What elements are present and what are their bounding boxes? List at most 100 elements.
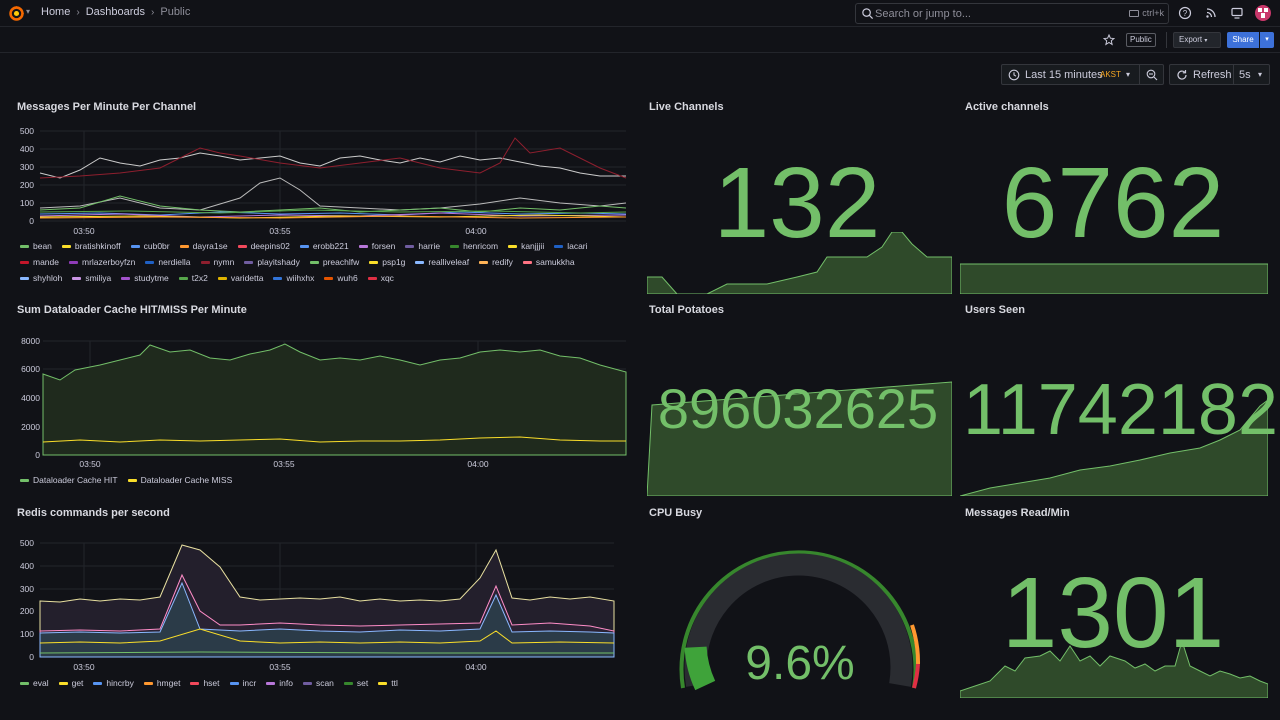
- legend-item[interactable]: erobb221: [299, 240, 349, 252]
- legend-swatch: [20, 276, 29, 280]
- export-label: Export: [1179, 35, 1203, 44]
- legend-item[interactable]: kanjjjii: [508, 240, 544, 252]
- legend-swatch: [522, 260, 532, 264]
- legend-label: mrlazerboyfzn: [82, 257, 136, 267]
- legend-item[interactable]: wiihxhx: [273, 272, 314, 284]
- legend-label: mande: [33, 257, 59, 267]
- refresh-picker[interactable]: Refresh 5s ▾: [1169, 64, 1270, 85]
- legend-swatch: [72, 276, 82, 280]
- user-avatar[interactable]: [1255, 5, 1271, 21]
- legend-item[interactable]: bratishkinoff: [61, 240, 121, 252]
- legend-item[interactable]: mande: [20, 256, 59, 268]
- series-line: [39, 215, 627, 219]
- series-line: [39, 651, 614, 654]
- legend-item[interactable]: t2x2: [178, 272, 208, 284]
- legend-item[interactable]: forsen: [358, 240, 395, 252]
- avatar-pattern-icon: [1258, 8, 1268, 18]
- search-input[interactable]: Search or jump to... ctrl+k: [855, 3, 1169, 24]
- legend-label: studytme: [134, 273, 169, 283]
- kiosk-monitor-icon[interactable]: [1230, 6, 1244, 20]
- legend-item[interactable]: smiliya: [72, 272, 111, 284]
- legend-swatch: [244, 260, 254, 264]
- legend-label: shyhloh: [33, 273, 63, 283]
- legend-item[interactable]: scan: [302, 677, 334, 689]
- shortcut-label: ctrl+k: [1142, 8, 1164, 18]
- legend-item[interactable]: samukkha: [522, 256, 575, 268]
- legend-item[interactable]: hmget: [143, 677, 180, 689]
- legend-item[interactable]: Dataloader Cache HIT: [20, 474, 118, 486]
- y-axis: 500 400 300 200 100 0: [20, 126, 34, 226]
- legend-item[interactable]: hincrby: [93, 677, 134, 689]
- grafana-logo-icon[interactable]: [8, 5, 25, 22]
- legend-label: henricom: [463, 241, 499, 251]
- legend-item[interactable]: nerdiella: [145, 256, 191, 268]
- legend-label: hset: [203, 678, 220, 688]
- legend-swatch: [130, 244, 140, 248]
- keyboard-icon: [1129, 9, 1140, 17]
- legend-item[interactable]: preachlfw: [309, 256, 359, 268]
- legend-item[interactable]: realliveleaf: [415, 256, 469, 268]
- legend-item[interactable]: deepins02: [237, 240, 290, 252]
- legend-item[interactable]: set: [343, 677, 368, 689]
- legend-item[interactable]: get: [58, 677, 84, 689]
- legend-item[interactable]: ttl: [378, 677, 398, 689]
- legend-item[interactable]: xqc: [367, 272, 394, 284]
- breadcrumb-dashboards[interactable]: Dashboards: [85, 6, 146, 18]
- legend-swatch: [415, 260, 425, 264]
- series-line: [42, 436, 626, 443]
- legend-item[interactable]: incr: [229, 677, 256, 689]
- legend-item[interactable]: henricom: [450, 240, 498, 252]
- legend-item[interactable]: studytme: [121, 272, 169, 284]
- legend-item[interactable]: eval: [20, 677, 49, 689]
- y-tick-label: 8000: [21, 336, 40, 346]
- legend-item[interactable]: bean: [20, 240, 52, 252]
- legend-label: dayra1se: [192, 241, 228, 251]
- messages-per-minute-chart[interactable]: 500 400 300 200 100 0 03:50 03:55 04:00: [0, 118, 640, 238]
- legend-label: playitshady: [257, 257, 300, 267]
- rss-feed-icon[interactable]: [1204, 6, 1218, 20]
- redis-commands-chart[interactable]: 500 400 300 200 100 0 03:50 03:55 04:00: [0, 533, 640, 675]
- star-favorite-icon[interactable]: [1103, 34, 1115, 46]
- share-button[interactable]: Share: [1227, 32, 1259, 48]
- grid-lines: [40, 130, 626, 222]
- legend-swatch: [217, 276, 227, 280]
- y-tick-label: 2000: [21, 422, 40, 432]
- legend-item[interactable]: Dataloader Cache MISS: [127, 474, 233, 486]
- legend-item[interactable]: cub0br: [130, 240, 170, 252]
- legend-swatch: [358, 244, 368, 248]
- legend-item[interactable]: dayra1se: [179, 240, 228, 252]
- legend-item[interactable]: shyhloh: [20, 272, 62, 284]
- legend-item[interactable]: info: [266, 677, 293, 689]
- legend-item[interactable]: playitshady: [244, 256, 300, 268]
- legend-item[interactable]: varidetta: [217, 272, 263, 284]
- legend-item[interactable]: redify: [479, 256, 513, 268]
- legend-item[interactable]: lacari: [554, 240, 588, 252]
- legend-label: get: [71, 678, 84, 688]
- legend-swatch: [20, 260, 29, 264]
- legend-swatch: [405, 244, 415, 248]
- series-line: [39, 209, 627, 214]
- legend-item[interactable]: nymn: [200, 256, 234, 268]
- legend-item[interactable]: psp1g: [369, 256, 405, 268]
- legend-swatch: [479, 260, 489, 264]
- legend-item[interactable]: hset: [190, 677, 220, 689]
- legend-label: info: [279, 678, 293, 688]
- legend-item[interactable]: harrie: [405, 240, 440, 252]
- chevron-down-icon[interactable]: ▾: [26, 7, 31, 16]
- x-tick-label: 03:50: [79, 459, 101, 469]
- legend-item[interactable]: mrlazerboyfzn: [69, 256, 135, 268]
- zoom-out-icon[interactable]: [1146, 69, 1158, 81]
- export-button[interactable]: Export ▾: [1173, 32, 1221, 48]
- panel-title: Active channels: [965, 101, 1049, 113]
- dataloader-cache-chart[interactable]: 8000 6000 4000 2000 0 03:50 03:55 04:00: [0, 330, 640, 470]
- share-dropdown-button[interactable]: ▾: [1260, 32, 1274, 48]
- breadcrumb-home[interactable]: Home: [41, 6, 71, 18]
- legend-label: Dataloader Cache MISS: [140, 475, 233, 485]
- legend-swatch: [369, 260, 379, 264]
- help-icon[interactable]: ?: [1178, 6, 1192, 20]
- time-range-picker[interactable]: Last 15 minutes AKST ▾: [1001, 64, 1164, 85]
- legend-swatch: [20, 244, 29, 248]
- series-line: [39, 214, 627, 219]
- stat-value: 132: [713, 147, 881, 259]
- legend-item[interactable]: wuh6: [324, 272, 358, 284]
